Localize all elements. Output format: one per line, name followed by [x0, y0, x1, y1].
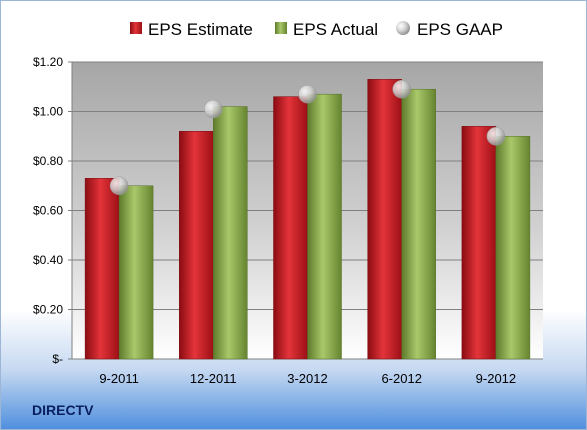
bar-eps-actual	[495, 136, 531, 360]
bar-eps-actual	[213, 106, 248, 360]
y-tick-label: $0.80	[33, 154, 63, 168]
legend-label-actual: EPS Actual	[293, 20, 378, 39]
legend-label-estimate: EPS Estimate	[148, 20, 253, 39]
bar-eps-actual	[307, 93, 342, 360]
y-tick-label: $0.20	[33, 303, 63, 317]
bar-eps-actual	[118, 185, 154, 360]
x-tick-label: 9-2011	[99, 371, 139, 386]
legend-swatch-actual	[275, 22, 287, 34]
legend-label-gaap: EPS GAAP	[417, 20, 503, 39]
y-tick-label: $1.00	[33, 105, 63, 119]
legend-item-eps-gaap: EPS GAAP	[396, 20, 503, 39]
bar-eps-actual	[401, 88, 436, 360]
bar-eps-estimate	[84, 178, 120, 360]
y-tick-label: $0.60	[33, 204, 63, 218]
legend-swatch-gaap	[396, 21, 410, 35]
company-label: DIRECTV	[32, 402, 94, 418]
gaap-markers	[109, 79, 506, 195]
bar-eps-estimate	[367, 79, 402, 360]
marker-eps-gaap	[109, 176, 129, 195]
legend-item-eps-actual: EPS Actual	[275, 20, 378, 39]
marker-eps-gaap	[298, 84, 317, 104]
y-tick-label: $1.20	[33, 55, 63, 69]
marker-eps-gaap	[204, 99, 223, 119]
legend-item-eps-estimate: EPS Estimate	[130, 20, 253, 39]
legend: EPS Estimate EPS Actual EPS GAAP	[130, 20, 503, 39]
x-tick-label: 12-2011	[190, 371, 237, 386]
y-tick-label: $0.40	[33, 253, 63, 267]
marker-eps-gaap	[486, 127, 506, 146]
bar-eps-estimate	[461, 126, 497, 360]
bar-eps-estimate	[273, 96, 308, 360]
legend-swatch-estimate	[130, 22, 142, 34]
marker-eps-gaap	[392, 79, 411, 99]
x-tick-label: 9-2012	[476, 371, 516, 386]
bars	[84, 79, 531, 360]
x-tick-label: 6-2012	[381, 371, 421, 386]
bar-eps-estimate	[179, 131, 214, 360]
y-tick-label: $-	[52, 352, 63, 366]
y-axis-ticks: $- $0.20 $0.40 $0.60 $0.80 $1.00 $1.20	[33, 55, 63, 366]
x-axis-ticks: 9-2011 12-2011 3-2012 6-2012 9-2012	[99, 371, 516, 386]
x-tick-label: 3-2012	[287, 371, 327, 386]
